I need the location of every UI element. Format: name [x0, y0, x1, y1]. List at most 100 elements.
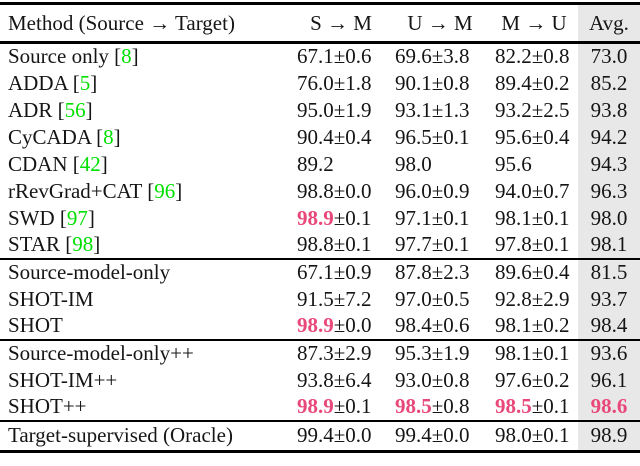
score-value: 82.2 [495, 44, 532, 69]
score-value: 99.4 [395, 423, 432, 448]
method-label: Source only [8, 44, 109, 69]
avg-value: 94.2 [590, 124, 628, 149]
results-table: Method (Source → Target) S → M U → M M →… [0, 2, 640, 453]
std-dev-value: ±0.4 [531, 260, 570, 284]
score-cell: 95.0±1.9 [292, 97, 390, 124]
method-cell: SHOT-IM [0, 286, 292, 313]
score-cell: 98.8±0.0 [292, 178, 390, 205]
score-cell: 87.3±2.9 [292, 340, 390, 367]
table-row: CDAN [42] 89.2 98.0 95.6 94.3 [0, 150, 640, 178]
std-dev-value: ±0.1 [333, 232, 372, 256]
avg-cell: 81.5 [578, 258, 640, 286]
std-dev-value: ±0.8 [431, 367, 470, 392]
std-dev-value: ±3.8 [431, 44, 470, 69]
std-dev-value: ±0.1 [531, 394, 570, 418]
score-cell: 91.5±7.2 [292, 286, 390, 313]
score-cell: 89.2 [292, 151, 390, 178]
citation-number: 98 [72, 232, 94, 256]
citation-number: 56 [64, 97, 86, 122]
std-dev-value: ±1.9 [431, 341, 470, 365]
score-cell: 92.8±2.9 [490, 286, 578, 313]
std-dev-value: ±1.3 [431, 97, 470, 122]
score-value: 96.0 [395, 178, 432, 203]
avg-cell: 85.2 [578, 69, 640, 97]
col-header-u-to-m: U → M [407, 10, 473, 35]
score-cell: 96.5±0.1 [390, 124, 490, 151]
score-cell: 97.1±0.1 [390, 205, 490, 232]
score-cell: 69.6±3.8 [390, 43, 490, 70]
table-section: Source-model-only 67.1±0.9 87.8±2.3 89.6±0.… [0, 258, 640, 340]
score-cell: 97.6±0.2 [490, 367, 578, 394]
score-cell: 97.8±0.1 [490, 232, 578, 259]
score-value: 98.9 [297, 313, 334, 337]
method-cell: Source-model-only++ [0, 340, 292, 367]
avg-cell: 98.0 [578, 204, 640, 232]
table-row: STAR [98] 98.8±0.1 97.7±0.1 97.8±0.1 98.1 [0, 231, 640, 259]
score-value: 67.1 [297, 260, 334, 284]
std-dev-value: ±0.1 [431, 232, 470, 256]
score-cell: 98.9±0.0 [292, 313, 390, 340]
score-value: 99.4 [297, 423, 334, 448]
score-value: 98.4 [395, 313, 432, 337]
score-value: 98.1 [495, 205, 532, 230]
score-value: 98.5 [495, 394, 532, 418]
score-cell: 87.8±2.3 [390, 259, 490, 286]
std-dev-value: ±0.1 [333, 205, 372, 230]
score-value: 95.3 [395, 341, 432, 365]
citation-number: 42 [79, 151, 101, 176]
std-dev-value: ±1.9 [333, 97, 372, 122]
score-value: 97.6 [495, 367, 532, 392]
score-value: 98.8 [297, 232, 334, 256]
method-cell: SHOT [0, 313, 292, 340]
std-dev-value: ±0.1 [531, 423, 570, 448]
std-dev-value: ±2.3 [431, 260, 470, 284]
score-value: 87.3 [297, 341, 334, 365]
avg-value: 94.3 [590, 151, 628, 176]
score-cell: 67.1±0.9 [292, 259, 390, 286]
method-label: ADR [8, 97, 53, 122]
avg-cell: 93.8 [578, 96, 640, 124]
citation-number: 8 [103, 124, 114, 149]
score-cell: 98.0 [390, 151, 490, 178]
score-value: 98.0 [395, 151, 432, 176]
method-cell: ADDA [5] [8, 70, 98, 95]
method-cell: Source only [8] [8, 44, 139, 69]
std-dev-value: ±0.4 [531, 124, 570, 149]
method-label: SHOT-IM++ [8, 367, 118, 392]
score-cell: 89.4±0.2 [490, 70, 578, 97]
std-dev-value: ±2.9 [333, 341, 372, 365]
score-value: 67.1 [297, 44, 334, 69]
table-row: SHOT 98.9±0.0 98.4±0.6 98.1±0.2 98.4 [0, 312, 640, 340]
std-dev-value: ±0.8 [431, 394, 470, 418]
avg-cell: 98.1 [578, 231, 640, 259]
method-cell: SHOT-IM++ [0, 367, 292, 394]
method-cell: ADR [56] [8, 97, 93, 122]
score-value: 76.0 [297, 70, 334, 95]
citation-number: 5 [79, 70, 91, 95]
avg-value: 96.3 [590, 178, 628, 203]
score-cell: 97.7±0.1 [390, 232, 490, 259]
table-row: Source-model-only++ 87.3±2.9 95.3±1.9 98.1±… [0, 339, 640, 367]
score-cell: 98.0±0.1 [490, 421, 578, 452]
avg-value: 96.1 [590, 367, 628, 392]
method-label: STAR [8, 232, 60, 256]
method-label: CDAN [8, 151, 68, 176]
avg-cell: 94.3 [578, 150, 640, 178]
std-dev-value: ±0.9 [333, 260, 372, 284]
avg-value: 93.6 [590, 341, 628, 365]
score-value: 93.8 [297, 367, 334, 392]
score-value: 89.4 [495, 70, 532, 95]
method-cell: Target-supervised (Oracle) [0, 421, 292, 452]
score-cell: 95.6 [490, 151, 578, 178]
avg-cell: 98.4 [578, 312, 640, 340]
std-dev-value: ±0.0 [333, 313, 372, 337]
method-cell: rRevGrad+CAT [96] [8, 178, 183, 203]
method-label: Source-model-only [8, 260, 171, 284]
score-cell: 95.3±1.9 [390, 340, 490, 367]
score-cell: 98.1±0.2 [490, 313, 578, 340]
score-cell: 95.6±0.4 [490, 124, 578, 151]
table-row: CyCADA [8] 90.4±0.4 96.5±0.1 95.6±0.4 94.2 [0, 123, 640, 151]
score-value: 97.0 [395, 286, 432, 311]
method-cell: SWD [97] [8, 205, 95, 230]
table-section-oracle: Target-supervised (Oracle) 99.4±0.0 99.4±0… [0, 420, 640, 452]
